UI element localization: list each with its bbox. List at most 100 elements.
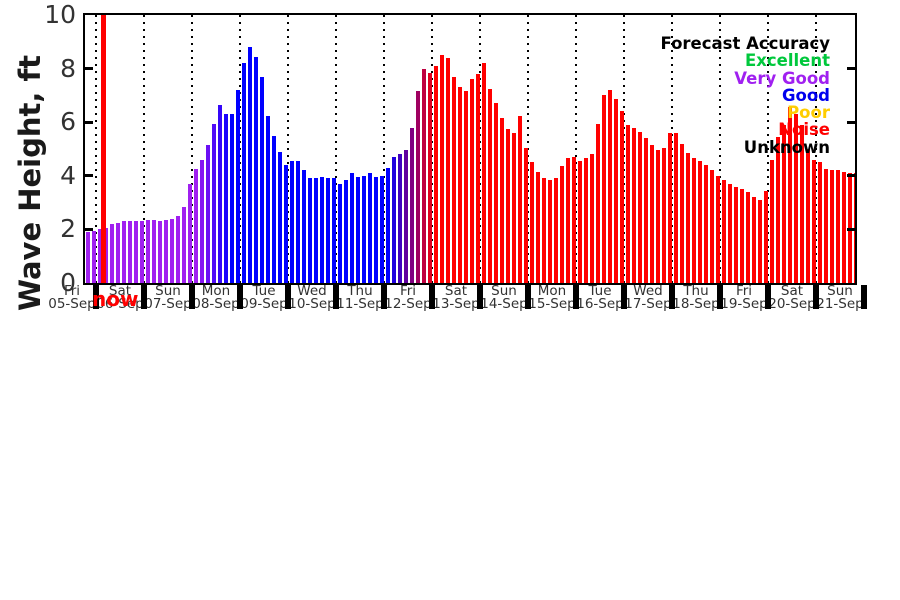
day-of-week: Fri xyxy=(63,283,81,299)
legend-entry: Poor xyxy=(787,103,830,123)
wave-height-bar xyxy=(181,206,186,283)
day-boundary-tick xyxy=(813,285,819,309)
wave-height-bar xyxy=(463,91,468,283)
day-gridline xyxy=(479,15,481,283)
legend-entry: Very Good xyxy=(734,68,830,88)
y-tick xyxy=(85,120,93,124)
wave-height-bar xyxy=(409,127,414,283)
date-label: 10-Sep xyxy=(288,295,336,312)
y-tick xyxy=(85,227,93,231)
day-gridline xyxy=(95,15,97,283)
wave-height-bar xyxy=(127,221,132,283)
day-of-week: Wed xyxy=(633,283,663,299)
day-of-week: Mon xyxy=(201,283,231,299)
date-label: 07-Sep xyxy=(144,295,192,312)
wave-height-bar xyxy=(709,170,714,283)
wave-height-bar xyxy=(265,115,270,283)
day-boundary-tick xyxy=(765,285,771,309)
wave-height-bar xyxy=(721,179,726,283)
wave-height-bar xyxy=(199,159,204,283)
x-axis-day-label: Sun 21-Sep xyxy=(816,285,864,310)
wave-height-bar xyxy=(685,153,690,283)
wave-height-bar xyxy=(295,161,300,283)
wave-height-bar xyxy=(91,230,96,283)
x-axis-day-label: Wed 17-Sep xyxy=(624,285,672,310)
wave-height-bar xyxy=(523,147,528,283)
x-axis-day-label: Wed 10-Sep xyxy=(288,285,336,310)
wave-height-bar xyxy=(193,169,198,283)
wave-height-bar xyxy=(763,190,768,283)
wave-height-bar xyxy=(211,123,216,283)
wave-height-bar xyxy=(487,88,492,283)
wave-height-bar xyxy=(817,162,822,283)
wave-height-bar xyxy=(547,179,552,283)
wave-height-bar xyxy=(565,158,570,283)
day-gridline xyxy=(191,15,193,283)
date-label: 14-Sep xyxy=(480,295,528,312)
wave-height-bar xyxy=(325,178,330,283)
wave-height-bar xyxy=(625,124,630,283)
wave-height-bar xyxy=(439,55,444,283)
y-tick-label: 8 xyxy=(60,53,76,83)
day-of-week: Tue xyxy=(252,283,276,299)
date-label: 19-Sep xyxy=(720,295,768,312)
wave-height-bar xyxy=(187,183,192,283)
date-label: 17-Sep xyxy=(624,295,672,312)
wave-height-bar xyxy=(655,150,660,283)
y-tick xyxy=(85,174,93,178)
wave-height-bar xyxy=(331,178,336,283)
legend-title: Forecast Accuracy xyxy=(660,34,830,53)
date-label: 12-Sep xyxy=(384,295,432,312)
x-axis-day-label: Thu 18-Sep xyxy=(672,285,720,310)
wave-height-bar xyxy=(391,157,396,283)
day-boundary-tick xyxy=(717,285,723,309)
day-boundary-tick xyxy=(93,285,99,309)
wave-height-bar xyxy=(595,123,600,283)
date-label: 09-Sep xyxy=(240,295,288,312)
wave-height-bar xyxy=(775,136,780,283)
wave-height-bar xyxy=(571,157,576,283)
day-boundary-tick xyxy=(429,285,435,309)
wave-height-bar xyxy=(475,73,480,283)
wave-height-bar xyxy=(355,177,360,283)
day-of-week: Mon xyxy=(537,283,567,299)
wave-height-bar xyxy=(679,143,684,283)
wave-height-bar xyxy=(427,72,432,283)
day-gridline xyxy=(815,15,817,283)
wave-height-bar xyxy=(643,138,648,283)
wave-height-bar xyxy=(703,165,708,283)
day-of-week: Wed xyxy=(297,283,327,299)
x-axis-day-label: Sun 07-Sep xyxy=(144,285,192,310)
wave-height-bar xyxy=(277,151,282,283)
day-of-week: Sat xyxy=(108,283,132,299)
y-tick xyxy=(847,67,855,71)
legend-entry: Excellent xyxy=(744,51,830,71)
y-tick xyxy=(847,174,855,178)
date-label: 13-Sep xyxy=(432,295,480,312)
day-gridline xyxy=(239,15,241,283)
wave-height-bar xyxy=(751,197,756,283)
day-gridline xyxy=(623,15,625,283)
y-tick-label: 2 xyxy=(60,214,76,244)
wave-height-bar xyxy=(697,161,702,283)
wave-height-bar xyxy=(835,170,840,283)
x-axis-day-label: Fri 12-Sep xyxy=(384,285,432,310)
wave-height-bar xyxy=(637,131,642,283)
date-label: 05-Sep xyxy=(48,295,96,312)
wave-height-bar xyxy=(121,221,126,283)
wave-height-bar xyxy=(841,171,846,283)
wave-height-bar xyxy=(805,149,810,283)
wave-height-bar xyxy=(499,118,504,283)
day-gridline xyxy=(431,15,433,283)
plot-area xyxy=(83,13,857,285)
day-gridline xyxy=(143,15,145,283)
wave-height-bar xyxy=(553,178,558,283)
wave-height-bar xyxy=(739,189,744,283)
wave-height-bar xyxy=(715,175,720,283)
day-boundary-tick xyxy=(285,285,291,309)
day-boundary-tick xyxy=(669,285,675,309)
date-label: 20-Sep xyxy=(768,295,816,312)
x-axis-day-label: Mon 15-Sep xyxy=(528,285,576,310)
wave-height-bar xyxy=(451,76,456,283)
y-tick-label: 4 xyxy=(60,160,76,190)
